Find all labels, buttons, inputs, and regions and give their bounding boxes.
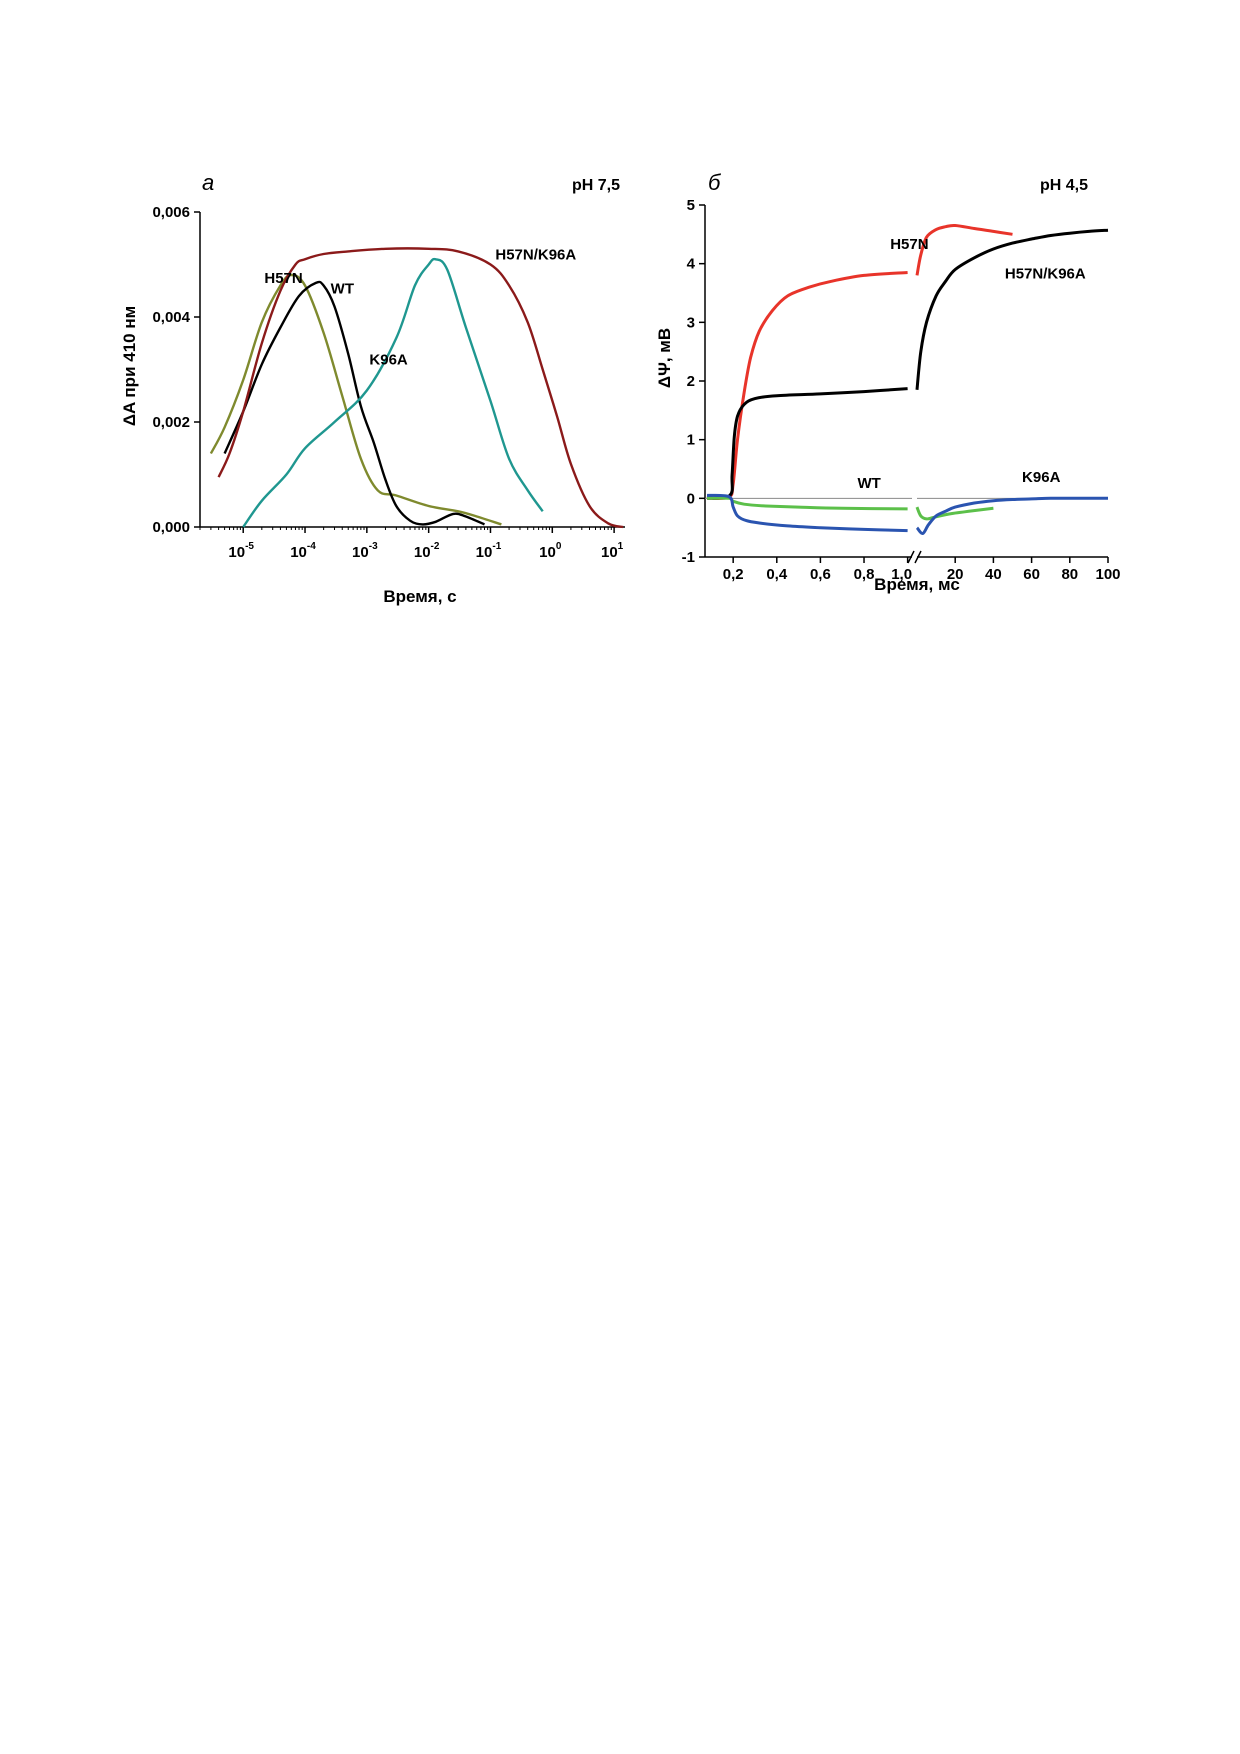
panel-b-x-tick-label: 80 xyxy=(1061,566,1078,583)
panel-a-label-h57n: H57N xyxy=(264,270,302,287)
panel-b-label-k96a: K96A xyxy=(1022,469,1061,486)
panel-b-series-wt-segment-1 xyxy=(706,496,908,511)
panel-b-series-h57n-segment-1 xyxy=(706,271,908,501)
panel-a-series-h57n xyxy=(209,273,502,526)
panel-a-x-tick-label: 10-2 xyxy=(414,541,440,561)
panel-a-x-tick-label: 101 xyxy=(601,541,624,561)
panel-b-y-tick-label: 4 xyxy=(687,256,696,273)
panel-b-chart: б pH 4,5 Время, мс ΔΨ, мВ -1 0 1 2 3 4 5 0,2 0,4… xyxy=(655,170,1121,594)
panel-b-y-tick-label: 5 xyxy=(687,197,695,214)
panel-a-x-tick-label: 10-1 xyxy=(476,541,502,561)
panel-a-y-axis-title: ΔA при 410 нм xyxy=(120,306,139,426)
panel-b-curve-labels: H57N H57N/K96A WT K96A xyxy=(857,236,1085,492)
panel-a-label-wt: WT xyxy=(331,280,354,297)
panel-b-x-tick-label: 20 xyxy=(947,566,964,583)
panel-a-series-h57n-k96a xyxy=(217,247,624,529)
panel-a-series-k96a xyxy=(242,257,544,528)
panel-a-x-axis-title: Время, с xyxy=(383,587,456,606)
panel-a-x-tick-label: 10-5 xyxy=(228,541,254,561)
panel-b-letter: б xyxy=(708,170,722,195)
panel-a-x-tick-label: 100 xyxy=(539,541,562,561)
panel-a-series-wt xyxy=(223,280,485,526)
panel-b-y-tick-label: 3 xyxy=(687,314,695,331)
panel-b-label-h57n: H57N xyxy=(890,236,928,253)
panel-b-label-h57n-k96a: H57N/K96A xyxy=(1005,265,1086,282)
panel-b-series-k96a-segment-2 xyxy=(915,496,1108,535)
panel-b-x-tick-label: 0,4 xyxy=(766,566,788,583)
panel-b-series-h57n-k96a-segment-2 xyxy=(915,228,1109,390)
panel-a-x-tick-label: 10-3 xyxy=(352,541,378,561)
panel-a-x-tick-label: 10-4 xyxy=(290,541,316,561)
panel-a-chart: а pH 7,5 Время, с ΔA при 410 нм 0,0000,0… xyxy=(120,170,625,606)
panel-b-y-tick-label: 0 xyxy=(687,490,695,507)
panel-b-label-wt: WT xyxy=(857,475,880,492)
panel-b-x-tick-label: 100 xyxy=(1095,566,1120,583)
panel-b-x-tick-label: 0,8 xyxy=(854,566,875,583)
panel-a-axes: 0,000 0,002 0,004 0,006 10-5 10-4 10-3 10-2 10-1… xyxy=(152,204,625,561)
panel-a-y-tick-label: 0,004 xyxy=(152,309,190,326)
panel-b-y-axis-title: ΔΨ, мВ xyxy=(655,328,674,388)
panel-a-y-tick-label: 0,006 xyxy=(152,204,190,221)
panel-b-x-tick-label: 1,0 xyxy=(891,566,912,583)
panel-a-series-group xyxy=(209,247,624,529)
panel-a-y-tick-label: 0,002 xyxy=(152,414,190,431)
panel-b-x-tick-label: 0,6 xyxy=(810,566,831,583)
panel-b-x-tick-label: 40 xyxy=(985,566,1002,583)
panel-a-title: pH 7,5 xyxy=(572,177,620,194)
panel-b-series-h57n-segment-2 xyxy=(915,223,1013,276)
panel-b-axis-break-mark xyxy=(914,550,922,564)
panel-b-x-tick-label: 60 xyxy=(1023,566,1040,583)
panel-b-y-tick-label: -1 xyxy=(682,549,695,566)
panel-b-series-wt-segment-2 xyxy=(915,506,994,521)
panel-a-letter: а xyxy=(202,170,214,195)
panel-a-label-h57n-k96a: H57N/K96A xyxy=(495,246,576,263)
panel-a-label-k96a: K96A xyxy=(369,351,408,368)
panel-b-y-tick-label: 2 xyxy=(687,373,695,390)
panel-b-series-k96a-segment-1 xyxy=(706,493,908,533)
panel-b-x-tick-label: 0,2 xyxy=(723,566,744,583)
panel-b-title: pH 4,5 xyxy=(1040,177,1088,194)
panel-b-series-h57n-k96a-segment-1 xyxy=(706,387,908,500)
panel-b-x-axis-title: Время, мс xyxy=(874,575,960,594)
panel-a-y-tick-label: 0,000 xyxy=(152,519,190,536)
panel-b-series-group xyxy=(706,223,1109,535)
panel-b-y-tick-label: 1 xyxy=(687,432,695,449)
panel-a-curve-labels: H57N WT K96A H57N/K96A xyxy=(264,246,576,368)
panel-b-axis-break-mark xyxy=(907,550,915,564)
